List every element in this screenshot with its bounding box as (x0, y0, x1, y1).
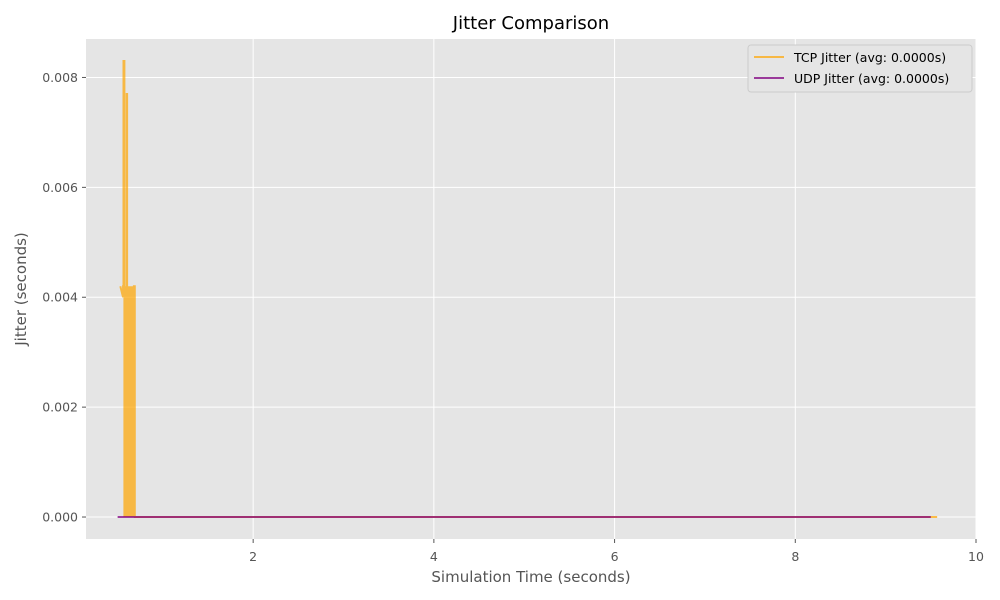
y-tick-label: 0.006 (42, 180, 78, 195)
plot-background (86, 39, 976, 539)
series-layer (117, 59, 938, 519)
legend-label-tcp: TCP Jitter (avg: 0.0000s) (793, 50, 946, 65)
y-tick-label: 0.002 (42, 400, 78, 415)
x-ticks: 2 4 6 8 10 (249, 539, 984, 564)
chart-title: Jitter Comparison (452, 13, 609, 34)
y-tick-label: 0.000 (42, 510, 78, 525)
x-tick-label: 8 (791, 549, 799, 564)
y-tick-label: 0.008 (42, 70, 78, 85)
legend-label-udp: UDP Jitter (avg: 0.0000s) (794, 71, 949, 86)
x-tick-label: 4 (430, 549, 438, 564)
x-tick-label: 6 (611, 549, 619, 564)
y-ticks: 0.000 0.002 0.004 0.006 0.008 (42, 70, 86, 525)
legend-box (747, 44, 973, 93)
x-tick-label: 2 (249, 549, 257, 564)
y-axis-label: Jitter (seconds) (12, 232, 30, 347)
x-tick-label: 10 (968, 549, 984, 564)
x-axis-label: Simulation Time (seconds) (431, 568, 630, 586)
legend: TCP Jitter (avg: 0.0000s) UDP Jitter (av… (747, 44, 973, 93)
y-tick-label: 0.004 (42, 290, 78, 305)
